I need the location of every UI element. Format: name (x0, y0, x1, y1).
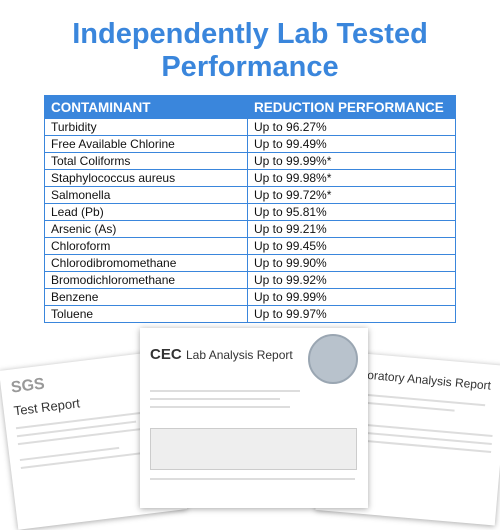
table-row: Benzene Up to 99.99% (44, 288, 456, 306)
reduction: Up to 99.49% (247, 135, 456, 153)
column-header: CONTAMINANT (44, 95, 248, 119)
doc-title: Lab Analysis Report (186, 348, 293, 362)
reduction: Up to 99.99% (247, 288, 456, 306)
contaminant: Chlorodibromomethane (44, 254, 248, 272)
reduction: Up to 96.27% (247, 118, 456, 136)
document: CEC Lab Analysis Report (140, 328, 368, 508)
table-row: Toluene Up to 99.97% (44, 305, 456, 323)
contaminant: Staphylococcus aureus (44, 169, 248, 187)
table-row: Chloroform Up to 99.45% (44, 237, 456, 255)
contaminant: Lead (Pb) (44, 203, 248, 221)
table-row: Staphylococcus aureus Up to 99.98%* (44, 169, 456, 187)
table-row: Chlorodibromomethane Up to 99.90% (44, 254, 456, 272)
contaminant: Arsenic (As) (44, 220, 248, 238)
page: Independently Lab Tested Performance CON… (10, 18, 493, 480)
seal (308, 334, 358, 384)
reduction: Up to 99.90% (247, 254, 456, 272)
doc-title: Laboratory Analysis Report (346, 366, 492, 393)
table-body: Turbidity Up to 96.27% Free Available Chlo… (44, 118, 456, 323)
reduction: Up to 99.21% (247, 220, 456, 238)
table-row: Total Coliforms Up to 99.99%* (44, 152, 456, 170)
logo: SGS (10, 375, 46, 397)
table-row: Bromodichloromethane Up to 99.92% (44, 271, 456, 289)
reduction: Up to 99.98%* (247, 169, 456, 187)
contaminant: Salmonella (44, 186, 248, 204)
reduction: Up to 95.81% (247, 203, 456, 221)
reduction: Up to 99.97% (247, 305, 456, 323)
column-header: REDUCTION PERFORMANCE (247, 95, 456, 119)
contaminant: Turbidity (44, 118, 248, 136)
results-table: CONTAMINANT REDUCTION PERFORMANCE Turbid… (44, 95, 456, 323)
table-row: Arsenic (As) Up to 99.21% (44, 220, 456, 238)
contaminant: Free Available Chlorine (44, 135, 248, 153)
reduction: Up to 99.45% (247, 237, 456, 255)
contaminant: Toluene (44, 305, 248, 323)
table-row: Salmonella Up to 99.72%* (44, 186, 456, 204)
logo: CEC (150, 346, 182, 363)
contaminant: Bromodichloromethane (44, 271, 248, 289)
contaminant: Chloroform (44, 237, 248, 255)
doc-title: Test Report (12, 395, 81, 419)
table-row: Lead (Pb) Up to 95.81% (44, 203, 456, 221)
table-row: Free Available Chlorine Up to 99.49% (44, 135, 456, 153)
contaminant: Total Coliforms (44, 152, 248, 170)
reduction: Up to 99.99%* (247, 152, 456, 170)
title: Independently Lab Tested (72, 18, 428, 50)
header-row: CONTAMINANT REDUCTION PERFORMANCE (44, 95, 456, 119)
reduction: Up to 99.92% (247, 271, 456, 289)
reduction: Up to 99.72%* (247, 186, 456, 204)
title: Performance (161, 51, 339, 83)
table-row: Turbidity Up to 96.27% (44, 118, 456, 136)
contaminant: Benzene (44, 288, 248, 306)
